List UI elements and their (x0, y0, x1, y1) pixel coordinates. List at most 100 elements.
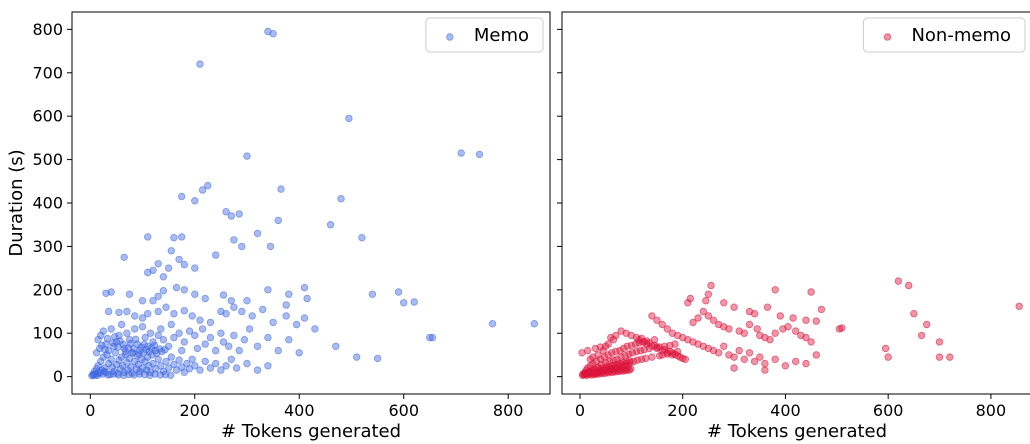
data-point (99, 327, 107, 335)
data-point (673, 347, 682, 356)
data-point (157, 325, 165, 333)
data-point (240, 336, 249, 344)
data-point (206, 364, 215, 372)
panel-left: 0 200 400 600 800 0 100 200 300 400 500 600 700 800 # … (6, 11, 551, 442)
data-point (154, 331, 162, 340)
data-point (114, 371, 123, 379)
data-point (596, 343, 605, 351)
y-tick-label: 200 (32, 280, 63, 299)
data-point (353, 353, 361, 361)
data-point (131, 335, 140, 343)
data-point (426, 333, 434, 342)
data-point (167, 353, 175, 361)
data-point (300, 283, 309, 292)
legend-box (425, 17, 544, 53)
data-point (167, 247, 175, 255)
data-point (766, 336, 774, 344)
data-point (894, 277, 903, 285)
data-point (130, 325, 139, 333)
data-point (881, 344, 890, 353)
data-point (143, 268, 152, 277)
data-point (326, 220, 335, 229)
data-point (141, 333, 149, 342)
data-point (125, 370, 133, 379)
data-point (159, 273, 168, 281)
data-point (188, 355, 196, 363)
data-point (104, 371, 112, 379)
data-point (170, 333, 178, 342)
data-point (230, 303, 238, 311)
data-point (117, 353, 126, 361)
data-point (269, 30, 277, 38)
data-point (238, 307, 246, 316)
data-point (217, 366, 225, 374)
legend-label: Memo (474, 25, 529, 46)
data-point (180, 286, 188, 294)
data-point (781, 362, 790, 370)
x-tick-label: 200 (179, 401, 210, 420)
data-point (156, 371, 164, 379)
data-point (243, 152, 251, 160)
data-point (227, 355, 235, 363)
data-point (211, 251, 220, 259)
data-point (227, 297, 235, 305)
data-point (191, 264, 199, 272)
data-point (138, 314, 147, 322)
data-point (884, 353, 892, 361)
data-point (201, 340, 209, 348)
data-point (626, 357, 634, 365)
data-point (94, 368, 103, 376)
data-point (817, 305, 826, 314)
data-point (300, 314, 309, 322)
data-point (274, 216, 282, 225)
data-point (282, 312, 290, 320)
data-point (627, 341, 635, 350)
data-point (180, 307, 188, 315)
data-point (277, 185, 285, 193)
data-point (243, 297, 251, 305)
legend-label: Non-memo (911, 25, 1011, 46)
y-tick-label: 800 (32, 20, 63, 39)
data-point (707, 281, 715, 290)
data-point (650, 336, 659, 344)
data-point (686, 294, 695, 303)
data-point (149, 297, 157, 305)
data-point (264, 286, 272, 294)
data-point (684, 299, 692, 307)
data-point (771, 286, 779, 294)
data-point (219, 291, 228, 299)
data-point (282, 301, 290, 309)
data-point (586, 355, 594, 363)
data-point (753, 325, 761, 333)
data-point (191, 290, 199, 298)
x-axis-label: # Tokens generated (707, 421, 887, 442)
data-point (94, 336, 102, 344)
data-point (905, 281, 913, 290)
data-point (107, 325, 115, 333)
data-point (104, 307, 113, 316)
data-point (745, 320, 754, 329)
y-tick-label: 600 (32, 107, 63, 126)
data-point (175, 255, 183, 264)
data-point (253, 366, 262, 374)
data-point (1015, 302, 1023, 310)
data-point (120, 253, 128, 261)
data-point (164, 364, 173, 372)
data-point (108, 363, 116, 371)
data-point (175, 356, 183, 364)
data-point (191, 197, 199, 205)
data-point (750, 357, 759, 366)
data-point (699, 307, 707, 316)
x-axis-label: # Tokens generated (221, 421, 401, 442)
data-point (180, 260, 188, 269)
data-point (167, 320, 175, 329)
data-point (204, 181, 212, 190)
data-point (196, 366, 204, 374)
data-point (193, 344, 202, 353)
data-point (910, 310, 918, 318)
data-point (792, 327, 800, 335)
data-point (154, 260, 162, 268)
y-axis-label: Duration (s) (6, 149, 27, 256)
data-point (771, 355, 779, 363)
data-point (159, 287, 168, 295)
